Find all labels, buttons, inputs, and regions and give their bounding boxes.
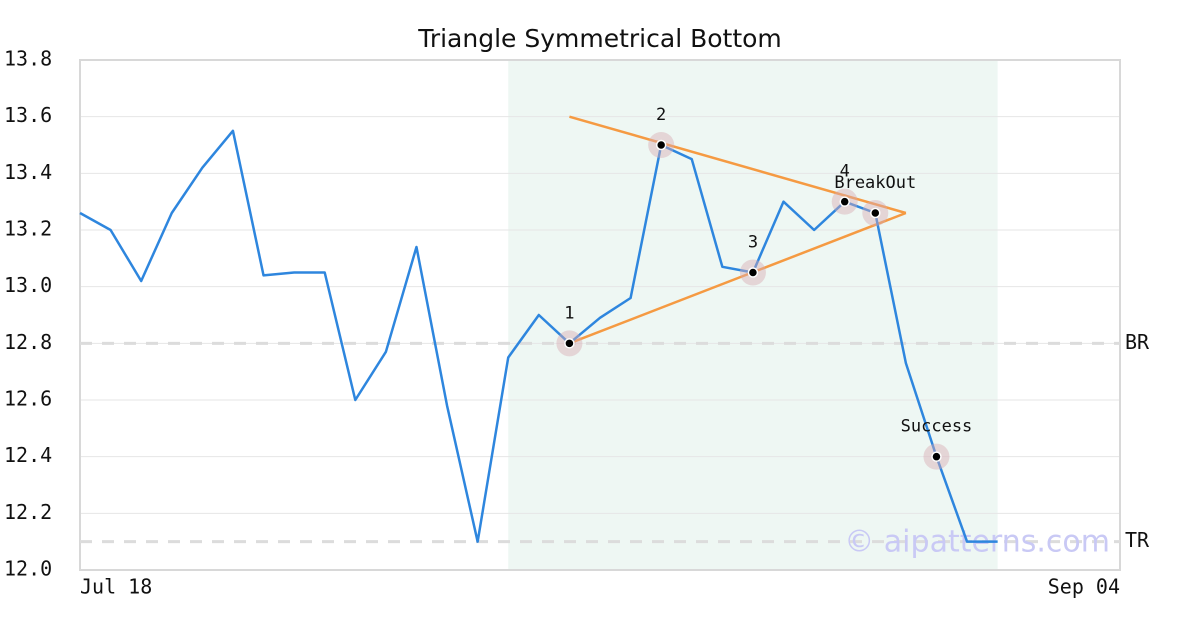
y-tick-label: 12.0 <box>4 557 52 581</box>
point-dot <box>564 338 575 349</box>
x-tick-label: Jul 18 <box>80 575 152 599</box>
trend-line <box>568 211 907 345</box>
point-label: 2 <box>656 105 666 125</box>
trend-line <box>569 115 907 215</box>
y-tick-label: 12.4 <box>4 443 52 467</box>
level-label: BR <box>1125 330 1150 354</box>
x-tick-label: Sep 04 <box>1048 575 1120 599</box>
y-tick-label: 12.2 <box>4 500 52 524</box>
y-tick-label: 13.0 <box>4 273 52 297</box>
point-label: Success <box>901 417 973 437</box>
y-tick-label: 13.2 <box>4 217 52 241</box>
point-dot <box>747 267 759 278</box>
pattern-range <box>508 60 998 570</box>
plot-frame <box>79 59 1121 571</box>
point-dot <box>931 451 942 462</box>
point-label: 1 <box>564 303 574 323</box>
level-label: TR <box>1125 528 1150 552</box>
y-tick-label: 13.4 <box>4 160 52 184</box>
point-label: 3 <box>748 233 758 253</box>
point-dot <box>655 139 667 151</box>
y-tick-label: 13.6 <box>4 103 52 127</box>
y-tick-label: 12.8 <box>4 330 52 354</box>
point-dot <box>839 196 850 207</box>
y-tick-label: 12.6 <box>4 387 52 411</box>
point-label: 4 <box>840 162 850 182</box>
y-tick-label: 13.8 <box>4 47 52 71</box>
point-dot <box>870 207 881 219</box>
chart-title: Triangle Symmetrical Bottom <box>417 24 782 53</box>
point-label: BreakOut <box>834 173 916 193</box>
